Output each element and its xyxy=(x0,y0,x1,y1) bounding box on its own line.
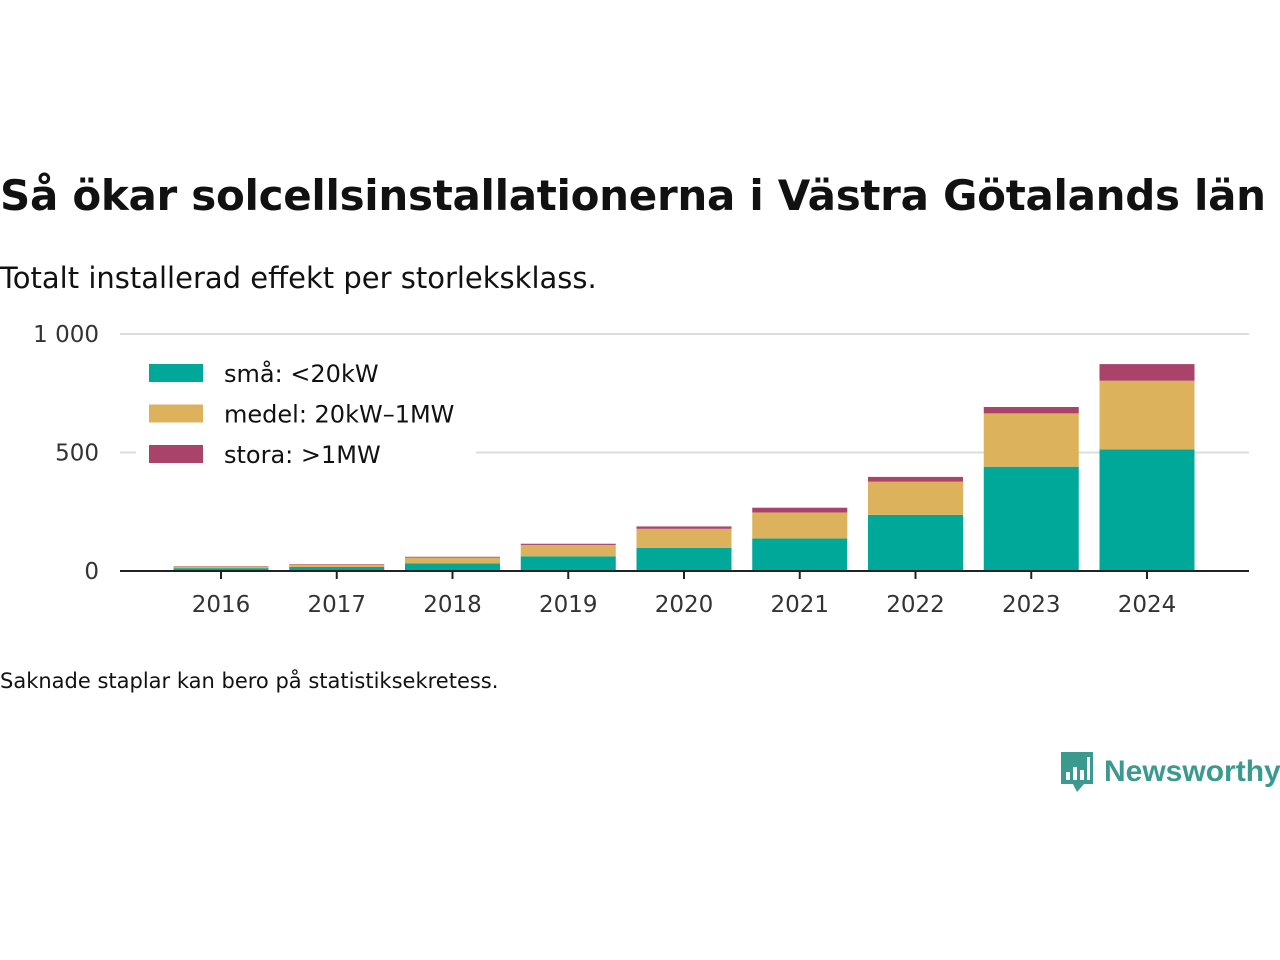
x-tick-label: 2021 xyxy=(770,592,829,618)
bar-2022-series-0 xyxy=(868,514,963,571)
bar-2024-series-0 xyxy=(1099,449,1195,571)
bar-2017-series-1 xyxy=(289,564,385,567)
bar-2020-series-2 xyxy=(636,526,732,529)
legend-swatch-2 xyxy=(149,445,203,463)
x-tick-label: 2023 xyxy=(1002,592,1061,618)
bar-2021-series-1 xyxy=(752,512,848,539)
x-tick-label: 2017 xyxy=(307,592,366,618)
bar-2020-series-1 xyxy=(636,528,732,548)
legend-label-1: medel: 20kW–1MW xyxy=(224,401,454,429)
bar-chart-speech-bubble-icon xyxy=(1061,752,1093,792)
chart-title: Så ökar solcellsinstallationerna i Västr… xyxy=(0,171,1266,220)
footnote: Saknade staplar kan bero på statistiksek… xyxy=(0,669,499,693)
x-tick-label: 2016 xyxy=(192,592,251,618)
bar-2021-series-2 xyxy=(752,507,848,513)
legend-label-2: stora: >1MW xyxy=(224,441,381,469)
y-tick-label: 500 xyxy=(55,441,99,467)
x-axis-ticks: 2016 2017 2018 2019 2020 2021 2022 2023 2024 xyxy=(192,571,1177,618)
bar-2022-series-2 xyxy=(868,476,963,482)
bar-2019-series-0 xyxy=(520,556,616,571)
chart-subtitle: Totalt installerad effekt per storlekskl… xyxy=(0,261,597,295)
y-axis-ticks: 0 500 1 000 xyxy=(33,322,99,585)
bar-2023-series-2 xyxy=(983,406,1079,414)
bar-2016-series-1 xyxy=(173,566,269,569)
bar-2021-series-0 xyxy=(752,538,848,571)
legend-swatch-0 xyxy=(149,364,203,382)
bar-2020-series-0 xyxy=(636,547,732,571)
x-tick-label: 2018 xyxy=(423,592,482,618)
bar-2018-series-2 xyxy=(405,556,500,558)
y-tick-label: 1 000 xyxy=(33,322,99,348)
bars xyxy=(173,364,1195,571)
x-tick-label: 2019 xyxy=(539,592,598,618)
legend-label-0: små: <20kW xyxy=(224,359,379,388)
brand-name: Newsworthy xyxy=(1104,755,1280,788)
legend: små: <20kW medel: 20kW–1MW stora: >1MW xyxy=(136,354,476,470)
x-tick-label: 2024 xyxy=(1118,592,1177,618)
bar-2019-series-2 xyxy=(520,543,616,545)
bar-2019-series-1 xyxy=(520,544,616,557)
x-tick-label: 2022 xyxy=(886,592,945,618)
y-tick-label: 0 xyxy=(84,559,99,585)
bar-2024-series-2 xyxy=(1099,364,1195,381)
legend-swatch-1 xyxy=(149,404,203,423)
x-tick-label: 2020 xyxy=(655,592,714,618)
bar-2024-series-1 xyxy=(1099,380,1195,450)
bar-2023-series-1 xyxy=(983,413,1079,467)
bar-2016-series-0 xyxy=(173,568,269,571)
bar-2022-series-1 xyxy=(868,481,963,515)
bar-2018-series-0 xyxy=(405,563,500,571)
bar-2017-series-0 xyxy=(289,566,385,571)
brand-logo: Newsworthy xyxy=(1058,748,1280,796)
bar-2023-series-0 xyxy=(983,466,1079,571)
bar-2018-series-1 xyxy=(405,557,500,564)
